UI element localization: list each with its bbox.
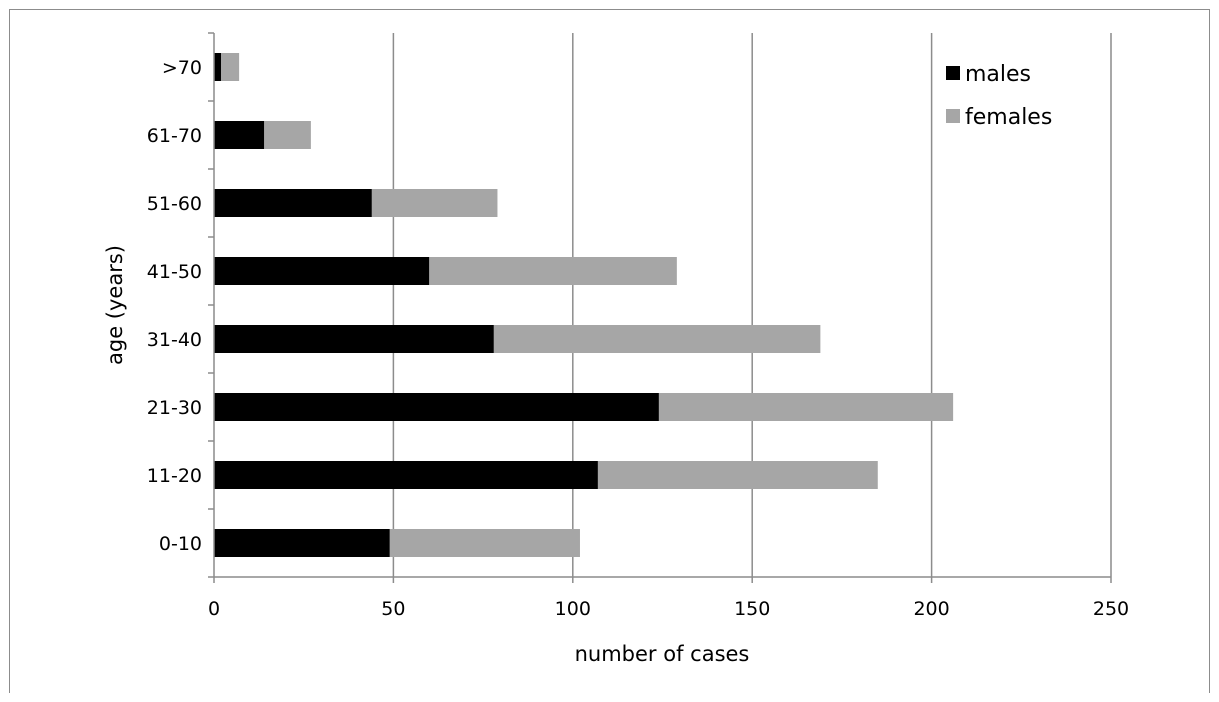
axes (208, 32, 1112, 583)
x-axis-title: number of cases (575, 642, 750, 666)
bar-males-0-10 (214, 529, 390, 557)
legend-label-males: males (965, 62, 1031, 87)
bar-females-41-50 (429, 257, 677, 285)
y-tick-label: 31-40 (147, 329, 202, 351)
bar-males->70 (214, 53, 222, 81)
legend-swatch-females (946, 109, 960, 123)
tick-labels: 0 50 100 150 200 250 0-10 11-20 21-30 31-40 41-50 5… (147, 57, 1129, 620)
x-tick-label: 100 (555, 598, 591, 620)
bar-females-0-10 (389, 529, 580, 557)
bar-males-21-30 (214, 393, 659, 421)
y-tick-label: 21-30 (147, 397, 202, 419)
y-tick-label: 11-20 (147, 465, 202, 487)
legend-label-females: females (965, 105, 1052, 130)
legend: males females (946, 62, 1052, 130)
x-tick-label: 50 (381, 598, 405, 620)
y-tick-label: 61-70 (147, 125, 202, 147)
bar-males-51-60 (214, 189, 372, 217)
bar-females->70 (221, 53, 240, 81)
bar-males-31-40 (214, 325, 494, 353)
bar-females-31-40 (493, 325, 821, 353)
y-tick-label: 0-10 (159, 533, 202, 555)
x-tick-label: 200 (913, 598, 949, 620)
y-tick-label: >70 (162, 57, 202, 79)
x-tick-label: 150 (734, 598, 770, 620)
bar-males-41-50 (214, 257, 430, 285)
bar-females-51-60 (371, 189, 498, 217)
bar-females-11-20 (597, 461, 878, 489)
bar-males-61-70 (214, 121, 265, 149)
x-tick-label: 0 (208, 598, 220, 620)
bar-males-11-20 (214, 461, 598, 489)
y-axis-title: age (years) (103, 245, 127, 365)
legend-swatch-males (946, 66, 960, 80)
x-tick-label: 250 (1093, 598, 1129, 620)
bar-females-21-30 (658, 393, 954, 421)
y-tick-label: 41-50 (147, 261, 202, 283)
bar-females-61-70 (264, 121, 311, 149)
bars (214, 53, 954, 557)
y-tick-label: 51-60 (147, 193, 202, 215)
chart-frame (9, 9, 1210, 693)
